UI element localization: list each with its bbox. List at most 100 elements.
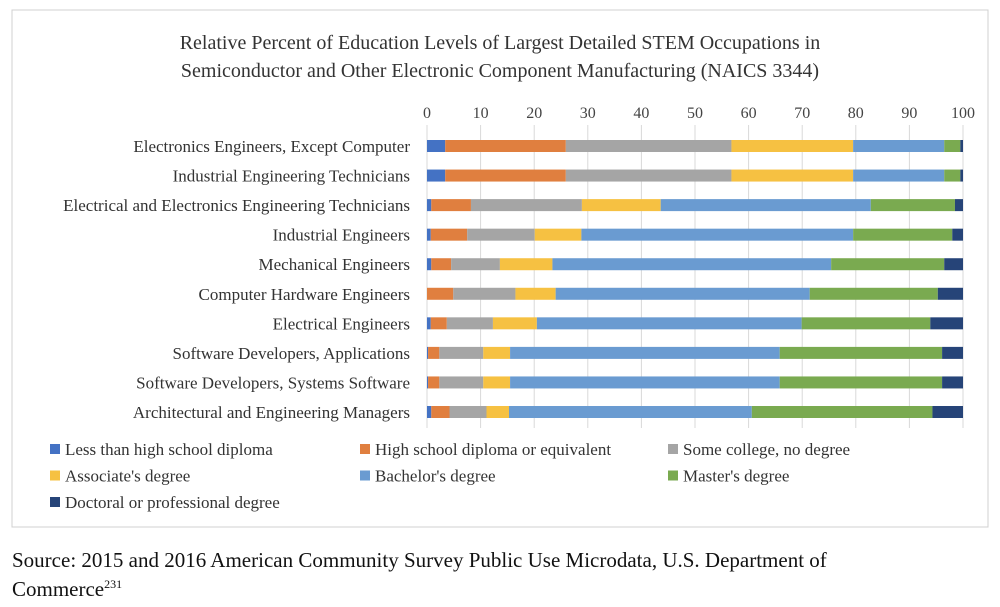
- bar-segment: [581, 199, 661, 212]
- bar-segment: [853, 140, 945, 152]
- x-tick-label: 20: [526, 105, 542, 122]
- category-label: Electrical and Electronics Engineering T…: [63, 196, 410, 215]
- bar-segment: [942, 376, 963, 389]
- bar-segment: [431, 406, 450, 418]
- bar-segment: [954, 199, 963, 212]
- bar-segment: [431, 199, 471, 212]
- bar-segment: [801, 317, 931, 330]
- bar-segment: [428, 346, 440, 359]
- bar-segment: [427, 228, 431, 241]
- source-line-2: Commerce231: [12, 577, 122, 602]
- bar-segment: [565, 169, 732, 182]
- bar-segment: [427, 406, 432, 418]
- category-label: Electronics Engineers, Except Computer: [133, 137, 410, 156]
- bar-segment: [449, 406, 487, 418]
- bar-segment: [809, 287, 938, 300]
- category-label: Software Developers, Systems Software: [136, 373, 410, 392]
- bar-segment: [431, 258, 452, 271]
- bar-segment: [731, 169, 854, 182]
- x-tick-label: 50: [687, 105, 703, 122]
- bar-segment: [427, 169, 446, 182]
- bar-segment: [499, 258, 553, 271]
- stacked-bar-chart: Relative Percent of Education Levels of …: [11, 9, 989, 528]
- legend-swatch: [50, 497, 60, 507]
- bar-segment: [510, 346, 780, 359]
- bar-segment: [751, 406, 933, 418]
- bar-segment: [483, 376, 511, 389]
- bar-segment: [427, 317, 431, 330]
- bar-segment: [952, 228, 963, 241]
- bar-segment: [660, 199, 871, 212]
- bar-segment: [453, 287, 516, 300]
- bar-segment: [930, 317, 963, 330]
- bar-segment: [937, 287, 963, 300]
- bar-segment: [430, 228, 468, 241]
- source-line-1: Source: 2015 and 2016 American Community…: [12, 548, 827, 572]
- bar-segment: [944, 169, 961, 182]
- bar-segment: [451, 258, 500, 271]
- bar-segment: [779, 346, 943, 359]
- chart-title-line-1: Relative Percent of Education Levels of …: [180, 32, 821, 54]
- bar-segment: [467, 228, 535, 241]
- x-tick-label: 60: [741, 105, 757, 122]
- bar-segment: [492, 317, 537, 330]
- x-tick-label: 40: [633, 105, 649, 122]
- bar-segment: [470, 199, 582, 212]
- category-label: Software Developers, Applications: [173, 344, 410, 363]
- bar-segment: [960, 140, 963, 152]
- x-tick-label: 100: [951, 105, 975, 122]
- bar-segment: [831, 258, 945, 271]
- bar-segment: [853, 228, 953, 241]
- category-label: Mechanical Engineers: [258, 255, 410, 274]
- x-tick-label: 80: [848, 105, 864, 122]
- bar-segment: [565, 140, 732, 152]
- bar-segment: [430, 317, 447, 330]
- legend-label: Some college, no degree: [683, 440, 850, 459]
- category-label: Industrial Engineers: [273, 226, 410, 245]
- legend-label: Master's degree: [683, 467, 789, 486]
- bar-segment: [427, 376, 429, 389]
- bar-segment: [942, 346, 963, 359]
- bar-segment: [779, 376, 943, 389]
- legend-swatch: [360, 470, 370, 481]
- legend-label: Associate's degree: [65, 467, 190, 486]
- bar-segment: [515, 287, 556, 300]
- bar-segment: [536, 317, 802, 330]
- chart-title-line-2: Semiconductor and Other Electronic Compo…: [181, 60, 819, 82]
- bar-segment: [483, 346, 511, 359]
- bar-segment: [960, 169, 963, 182]
- bar-segment: [427, 199, 432, 212]
- legend-swatch: [50, 444, 60, 454]
- bar-segment: [944, 140, 961, 152]
- bar-segment: [509, 406, 752, 418]
- x-tick-label: 30: [580, 105, 596, 122]
- bar-segment: [555, 287, 810, 300]
- legend-swatch: [50, 470, 60, 481]
- source-commerce: Commerce: [12, 577, 105, 601]
- bar-segment: [552, 258, 832, 271]
- bar-segment: [445, 140, 566, 152]
- legend-label: Less than high school diploma: [65, 440, 273, 459]
- bar-segment: [446, 317, 493, 330]
- legend-swatch: [360, 444, 370, 454]
- x-tick-label: 70: [794, 105, 810, 122]
- category-label: Industrial Engineering Technicians: [173, 167, 410, 186]
- bar-segment: [932, 406, 963, 418]
- bar-segment: [427, 346, 429, 359]
- bar-segment: [581, 228, 854, 241]
- bar-segment: [427, 258, 432, 271]
- bar-segment: [427, 287, 454, 300]
- category-label: Architectural and Engineering Managers: [133, 403, 410, 422]
- x-tick-label: 10: [473, 105, 489, 122]
- x-tick-label: 0: [423, 105, 431, 122]
- legend-label: High school diploma or equivalent: [375, 440, 611, 459]
- bar-segment: [428, 376, 440, 389]
- bar-segment: [427, 140, 446, 152]
- legend-label: Doctoral or professional degree: [65, 493, 280, 512]
- bar-segment: [486, 406, 510, 418]
- category-label: Electrical Engineers: [273, 314, 410, 333]
- legend-swatch: [668, 470, 678, 481]
- bar-segment: [870, 199, 955, 212]
- bar-segment: [439, 346, 484, 359]
- bar-segment: [445, 169, 566, 182]
